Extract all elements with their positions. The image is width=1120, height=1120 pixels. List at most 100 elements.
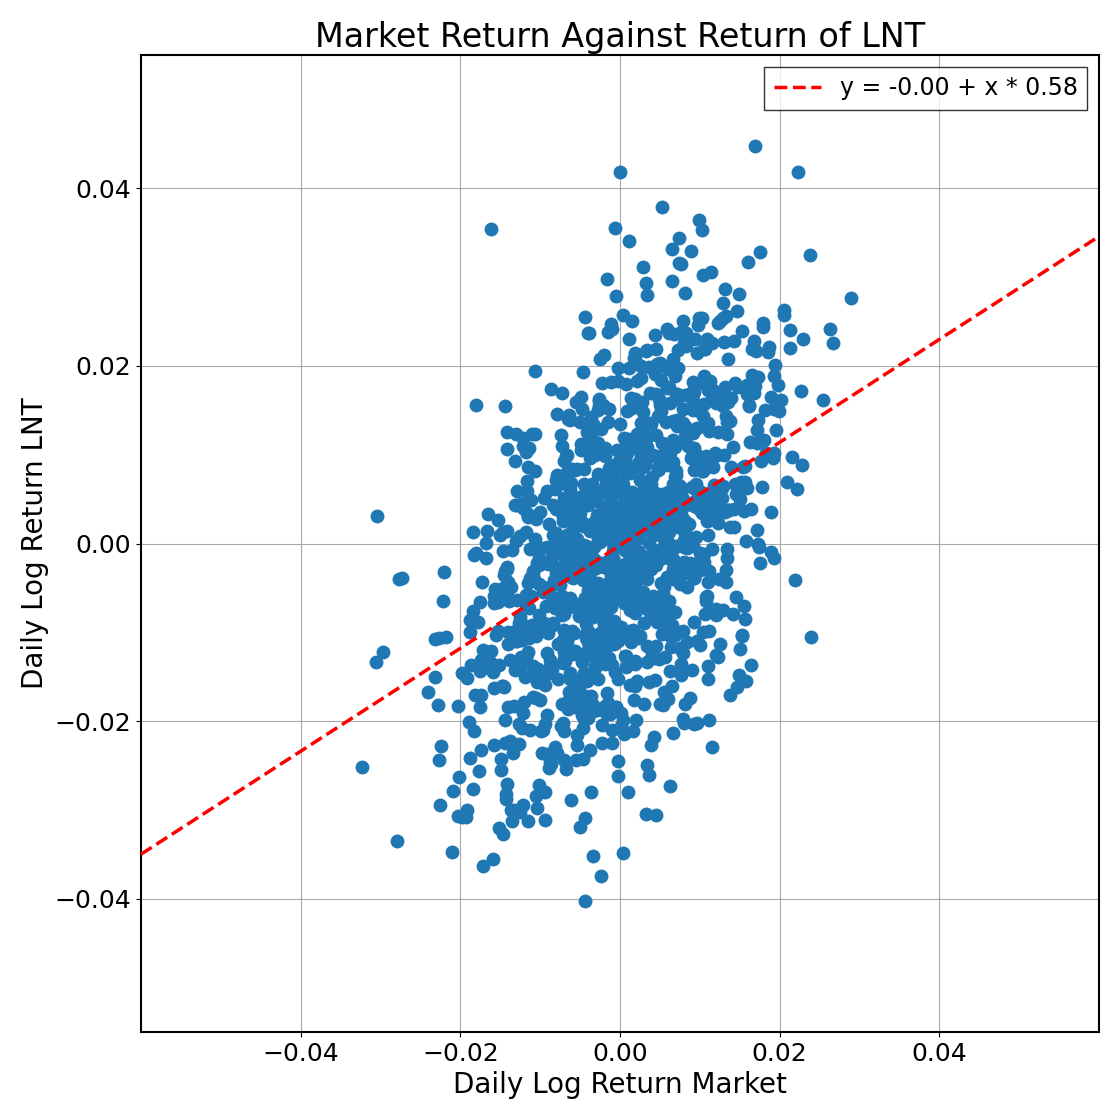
Point	[591, 523, 609, 541]
Point	[685, 569, 703, 587]
Point	[603, 734, 620, 752]
Point	[645, 671, 663, 689]
Point	[704, 458, 722, 476]
Point	[668, 384, 685, 402]
Point	[601, 482, 619, 500]
Point	[626, 524, 644, 542]
Point	[520, 508, 538, 526]
Point	[713, 309, 731, 327]
Point	[663, 272, 681, 290]
Point	[704, 476, 722, 494]
Point	[622, 601, 640, 619]
Point	[637, 343, 655, 361]
Point	[494, 579, 512, 597]
Point	[685, 329, 703, 347]
Point	[693, 309, 711, 327]
Point	[591, 624, 609, 642]
Point	[596, 558, 614, 576]
Point	[616, 556, 634, 573]
Point	[679, 633, 697, 651]
Point	[676, 325, 694, 343]
Point	[615, 522, 633, 540]
Point	[580, 558, 598, 576]
Point	[600, 648, 618, 666]
Point	[534, 666, 552, 684]
Point	[624, 523, 642, 541]
Point	[693, 504, 711, 522]
Point	[579, 442, 597, 460]
Point	[664, 725, 682, 743]
Point	[680, 515, 698, 533]
Point	[769, 376, 787, 394]
Point	[601, 505, 619, 523]
Point	[552, 427, 570, 445]
Point	[618, 524, 636, 542]
Point	[597, 605, 615, 623]
Point	[672, 505, 690, 523]
Point	[559, 548, 577, 566]
Point	[563, 622, 581, 640]
Point	[628, 506, 646, 524]
Point	[676, 694, 694, 712]
Point	[675, 524, 693, 542]
Point	[660, 379, 678, 396]
Point	[640, 503, 657, 521]
Point	[354, 758, 372, 776]
Point	[556, 722, 573, 740]
Point	[698, 588, 716, 606]
Point	[577, 616, 595, 634]
Point	[635, 402, 653, 420]
Point	[522, 587, 540, 605]
Point	[564, 645, 582, 663]
Point	[532, 539, 550, 557]
Point	[617, 646, 635, 664]
Point	[599, 632, 617, 650]
Point	[693, 493, 711, 511]
Point	[431, 796, 449, 814]
Point	[609, 452, 627, 470]
Point	[497, 790, 515, 808]
Point	[631, 511, 648, 529]
Point	[664, 515, 682, 533]
Point	[620, 329, 638, 347]
Point	[734, 626, 752, 644]
Point	[738, 376, 756, 394]
Point	[465, 781, 483, 799]
Point	[542, 755, 560, 773]
Point	[647, 806, 665, 824]
Point	[553, 544, 571, 562]
Point	[842, 289, 860, 307]
Point	[699, 381, 717, 399]
Point	[596, 606, 614, 624]
Point	[690, 211, 708, 228]
Point	[632, 447, 650, 465]
Point	[657, 616, 675, 634]
Point	[628, 455, 646, 473]
Point	[654, 586, 672, 604]
Point	[600, 526, 618, 544]
Point	[491, 526, 508, 544]
Point	[606, 635, 624, 653]
Point	[494, 542, 512, 560]
Point	[701, 372, 719, 390]
Point	[592, 374, 610, 392]
Point	[638, 340, 656, 358]
Point	[607, 287, 625, 305]
Point	[562, 530, 580, 548]
Point	[581, 449, 599, 467]
Point	[707, 487, 725, 505]
Point	[620, 561, 638, 579]
Point	[460, 623, 478, 641]
Point	[575, 363, 592, 381]
Point	[474, 572, 492, 590]
Point	[598, 497, 616, 515]
Point	[560, 700, 578, 718]
Point	[685, 480, 703, 498]
Point	[589, 631, 607, 648]
Point	[584, 575, 601, 592]
Point	[609, 476, 627, 494]
Point	[599, 693, 617, 711]
Point	[592, 444, 610, 461]
Point	[609, 483, 627, 501]
Point	[671, 254, 689, 272]
